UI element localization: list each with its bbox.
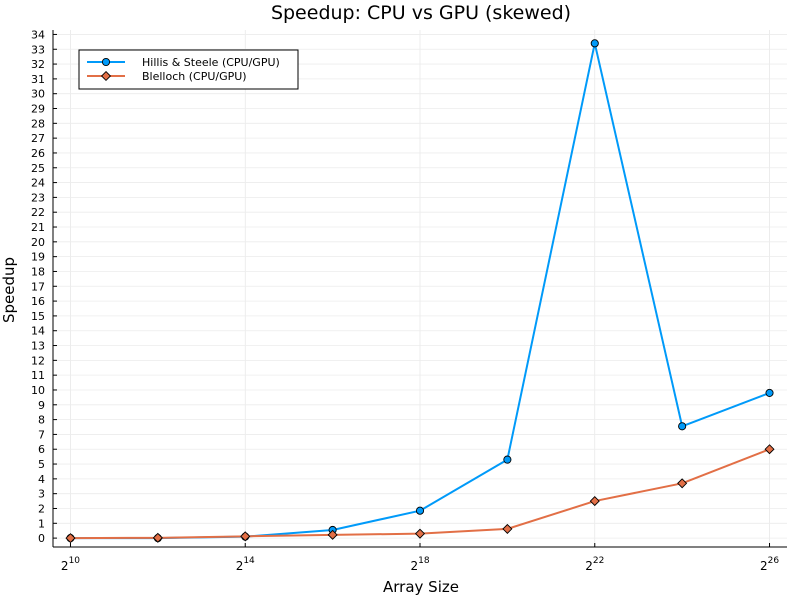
y-tick-label-31: 31 <box>31 73 45 86</box>
y-tick-label-27: 27 <box>31 132 45 145</box>
y-tick-label-25: 25 <box>31 162 45 175</box>
x-tick-label-4: 226 <box>760 556 779 573</box>
y-tick-label-12: 12 <box>31 354 45 367</box>
legend-marker-1 <box>100 70 112 82</box>
x-axis-label: Array Size <box>383 578 459 596</box>
legend-marker-0 <box>101 57 111 67</box>
series-0-point-8 <box>765 388 774 397</box>
y-tick-label-2: 2 <box>38 502 45 515</box>
x-tick-label-1: 214 <box>236 556 255 573</box>
legend-label-1: Blelloch (CPU/GPU) <box>142 70 247 83</box>
y-tick-label-4: 4 <box>38 473 45 486</box>
y-axis-label: Speedup <box>0 257 18 323</box>
x-tick-label-2: 218 <box>410 556 429 573</box>
y-tick-label-19: 19 <box>31 251 45 264</box>
y-tick-label-11: 11 <box>31 369 45 382</box>
series-0-point-6 <box>590 39 599 48</box>
y-tick-label-3: 3 <box>38 488 45 501</box>
series-1-point-7 <box>677 478 688 489</box>
series <box>65 39 775 544</box>
x-axis-ticks: 210 214 218 222 226 <box>61 543 779 573</box>
y-tick-label-32: 32 <box>31 58 45 71</box>
grid <box>53 30 787 547</box>
y-tick-label-10: 10 <box>31 384 45 397</box>
y-tick-label-34: 34 <box>31 28 45 41</box>
y-tick-label-33: 33 <box>31 43 45 56</box>
y-tick-label-7: 7 <box>38 428 45 441</box>
x-tick-label-3: 222 <box>585 556 604 573</box>
series-1-point-4 <box>414 528 426 539</box>
y-tick-label-29: 29 <box>31 103 45 116</box>
y-tick-label-30: 30 <box>31 88 45 101</box>
series-0-point-7 <box>678 422 687 431</box>
legend-label-0: Hillis & Steele (CPU/GPU) <box>142 56 280 69</box>
series-1-point-0 <box>65 533 76 544</box>
y-tick-label-16: 16 <box>31 295 45 308</box>
y-tick-label-14: 14 <box>31 325 45 338</box>
series-1-point-6 <box>589 496 600 507</box>
y-tick-label-23: 23 <box>31 191 45 204</box>
y-tick-label-0: 0 <box>38 532 45 545</box>
y-tick-label-8: 8 <box>38 414 45 427</box>
y-axis-ticks: 0123456789101112131415161718192021222324… <box>31 28 57 545</box>
y-tick-label-18: 18 <box>31 265 45 278</box>
series-1-point-8 <box>764 444 775 455</box>
series-0-point-4 <box>415 506 425 515</box>
series-1-point-1 <box>152 532 163 543</box>
y-tick-label-17: 17 <box>31 280 45 293</box>
y-tick-label-21: 21 <box>31 221 45 234</box>
y-tick-label-9: 9 <box>38 399 45 412</box>
y-tick-label-24: 24 <box>31 177 45 190</box>
series-1-point-5 <box>502 523 513 534</box>
y-tick-label-20: 20 <box>31 236 45 249</box>
y-tick-label-15: 15 <box>31 310 45 323</box>
y-tick-label-5: 5 <box>38 458 45 471</box>
legend: Hillis & Steele (CPU/GPU)Blelloch (CPU/G… <box>78 49 299 90</box>
y-tick-label-1: 1 <box>38 517 45 530</box>
x-tick-label-0: 210 <box>61 556 80 573</box>
y-tick-label-28: 28 <box>31 117 45 130</box>
y-tick-label-13: 13 <box>31 340 45 353</box>
series-1-point-3 <box>327 529 338 540</box>
series-0-point-5 <box>503 455 512 464</box>
y-tick-label-26: 26 <box>31 147 45 160</box>
series-1 <box>65 444 775 544</box>
legend-box <box>78 49 299 90</box>
series-1-point-2 <box>240 531 251 542</box>
chart-title: Speedup: CPU vs GPU (skewed) <box>271 2 571 24</box>
y-tick-label-22: 22 <box>31 206 45 219</box>
y-tick-label-6: 6 <box>38 443 45 456</box>
